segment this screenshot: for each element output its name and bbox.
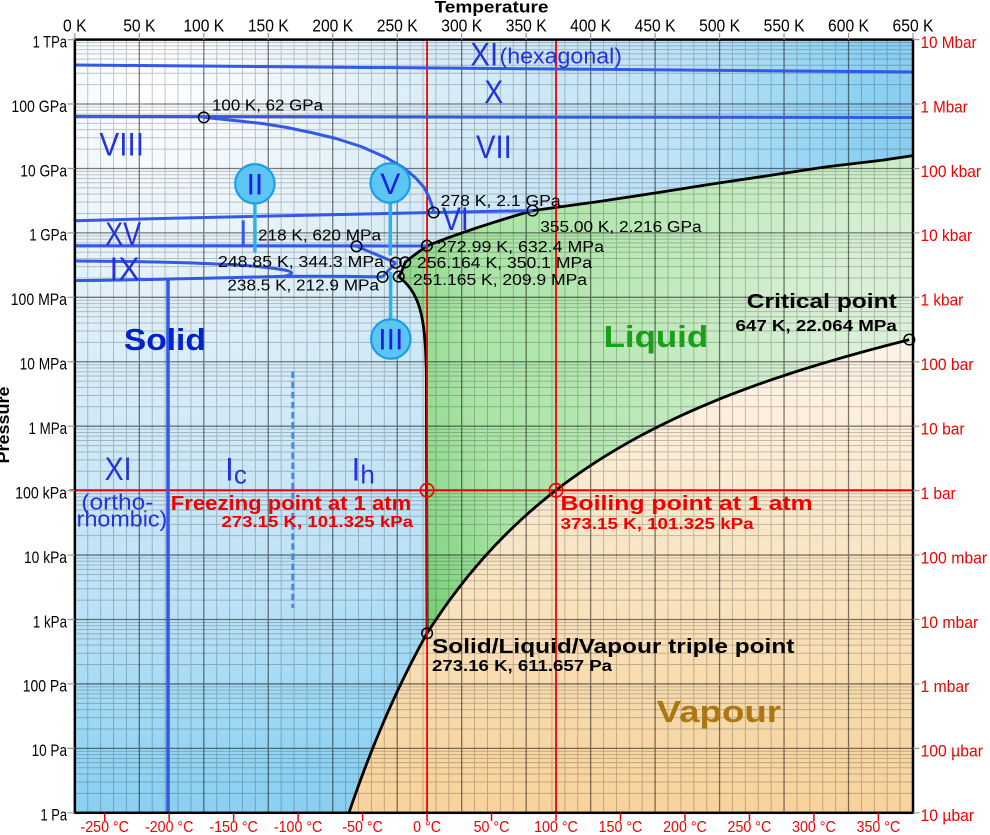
svg-text:-50 °C: -50 °C (342, 819, 383, 835)
svg-text:50 K: 50 K (123, 16, 156, 36)
svg-text:(hexagonal): (hexagonal) (500, 44, 623, 69)
svg-text:150 K: 150 K (248, 16, 289, 36)
svg-text:600 K: 600 K (828, 16, 869, 36)
svg-text:100 °C: 100 °C (534, 819, 578, 835)
svg-text:Temperature: Temperature (435, 0, 549, 17)
svg-text:-250 °C: -250 °C (81, 819, 129, 835)
svg-text:-150 °C: -150 °C (209, 819, 257, 835)
svg-text:273.16 K, 611.657 Pa: 273.16 K, 611.657 Pa (432, 658, 612, 675)
svg-text:300 °C: 300 °C (792, 819, 836, 835)
svg-text:10 µbar: 10 µbar (921, 807, 975, 825)
svg-text:278 K, 2.1 GPa: 278 K, 2.1 GPa (441, 193, 561, 210)
svg-text:355.00 K, 2.216 GPa: 355.00 K, 2.216 GPa (540, 219, 702, 236)
svg-text:XI: XI (470, 36, 498, 72)
svg-text:10 Pa: 10 Pa (32, 742, 68, 760)
svg-text:650 K: 650 K (893, 16, 934, 36)
svg-text:10 bar: 10 bar (921, 421, 966, 439)
svg-text:Solid/Liquid/Vapour triple poi: Solid/Liquid/Vapour triple point (432, 636, 795, 658)
svg-text:300 K: 300 K (441, 16, 482, 36)
svg-text:1 kbar: 1 kbar (921, 292, 964, 310)
svg-text:X: X (484, 74, 503, 110)
svg-text:100 MPa: 100 MPa (11, 291, 68, 309)
svg-text:VII: VII (476, 129, 512, 165)
svg-text:250 K: 250 K (377, 16, 418, 36)
svg-text:1 MPa: 1 MPa (29, 420, 68, 438)
svg-text:0 K: 0 K (63, 16, 87, 36)
svg-text:10 kPa: 10 kPa (24, 549, 68, 567)
svg-text:III: III (378, 324, 403, 357)
svg-text:350 K: 350 K (506, 16, 547, 36)
svg-text:100 Pa: 100 Pa (23, 678, 68, 696)
svg-text:450 K: 450 K (635, 16, 676, 36)
svg-text:272.99 K, 632.4 MPa: 272.99 K, 632.4 MPa (437, 239, 604, 256)
svg-text:V: V (380, 168, 400, 201)
svg-text:Pressure: Pressure (0, 387, 13, 464)
svg-text:VI: VI (442, 201, 469, 237)
svg-text:251.165 K, 209.9 MPa: 251.165 K, 209.9 MPa (413, 272, 587, 289)
svg-text:XV: XV (105, 216, 141, 252)
svg-text:Ic: Ic (225, 452, 247, 490)
svg-text:(ortho-: (ortho- (81, 490, 153, 515)
svg-text:0 °C: 0 °C (413, 819, 441, 835)
svg-text:100 K, 62 GPa: 100 K, 62 GPa (212, 98, 323, 115)
svg-text:Liquid: Liquid (604, 319, 709, 354)
svg-text:250 °C: 250 °C (728, 819, 772, 835)
svg-text:Boiling point at 1 atm: Boiling point at 1 atm (561, 493, 813, 515)
svg-text:-200 °C: -200 °C (145, 819, 193, 835)
svg-text:100 kPa: 100 kPa (15, 484, 68, 502)
svg-text:Freezing point at 1 atm: Freezing point at 1 atm (171, 493, 411, 515)
svg-text:350 °C: 350 °C (857, 819, 901, 835)
svg-text:200 °C: 200 °C (663, 819, 707, 835)
svg-text:1 kPa: 1 kPa (33, 613, 68, 631)
svg-text:1 TPa: 1 TPa (33, 33, 68, 51)
svg-text:10 mbar: 10 mbar (921, 614, 979, 632)
svg-text:100 K: 100 K (183, 16, 224, 36)
svg-text:IX: IX (110, 251, 140, 287)
svg-text:100 kbar: 100 kbar (921, 163, 982, 181)
svg-text:XI: XI (105, 451, 132, 487)
svg-text:-100 °C: -100 °C (274, 819, 322, 835)
svg-text:10 MPa: 10 MPa (20, 356, 68, 374)
svg-text:Vapour: Vapour (657, 694, 781, 729)
svg-text:256.164 K, 350.1 MPa: 256.164 K, 350.1 MPa (417, 255, 592, 272)
svg-text:1 bar: 1 bar (921, 485, 957, 503)
svg-text:10 kbar: 10 kbar (921, 227, 973, 245)
svg-text:150 °C: 150 °C (599, 819, 643, 835)
svg-text:100 bar: 100 bar (921, 356, 975, 374)
svg-text:200 K: 200 K (312, 16, 353, 36)
svg-text:273.15 K, 101.325 kPa: 273.15 K, 101.325 kPa (221, 514, 413, 531)
svg-text:647 K, 22.064 MPa: 647 K, 22.064 MPa (736, 318, 898, 335)
svg-text:rhombic): rhombic) (77, 507, 168, 532)
svg-text:400 K: 400 K (570, 16, 611, 36)
svg-text:1 mbar: 1 mbar (921, 678, 970, 696)
svg-text:100 µbar: 100 µbar (921, 743, 984, 761)
svg-text:500 K: 500 K (699, 16, 740, 36)
svg-text:218 K, 620 MPa: 218 K, 620 MPa (258, 228, 381, 245)
svg-text:373.15 K, 101.325 kPa: 373.15 K, 101.325 kPa (561, 516, 755, 533)
svg-text:100 GPa: 100 GPa (11, 98, 67, 116)
svg-text:1 GPa: 1 GPa (29, 227, 68, 245)
svg-text:10 GPa: 10 GPa (20, 162, 67, 180)
svg-text:550 K: 550 K (764, 16, 805, 36)
svg-text:1 Pa: 1 Pa (41, 807, 68, 825)
svg-text:II: II (247, 169, 264, 202)
svg-text:50 °C: 50 °C (474, 819, 510, 835)
svg-text:100 mbar: 100 mbar (921, 549, 988, 567)
svg-text:1 Mbar: 1 Mbar (921, 98, 969, 116)
svg-text:10 Mbar: 10 Mbar (921, 34, 978, 52)
svg-text:Ih: Ih (352, 452, 375, 490)
svg-text:VIII: VIII (99, 127, 144, 163)
svg-text:Critical point: Critical point (747, 291, 897, 313)
svg-text:Solid: Solid (124, 322, 206, 357)
svg-text:248.85 K, 344.3 MPa: 248.85 K, 344.3 MPa (218, 254, 384, 271)
svg-text:238.5 K, 212.9 MPa: 238.5 K, 212.9 MPa (227, 278, 379, 295)
